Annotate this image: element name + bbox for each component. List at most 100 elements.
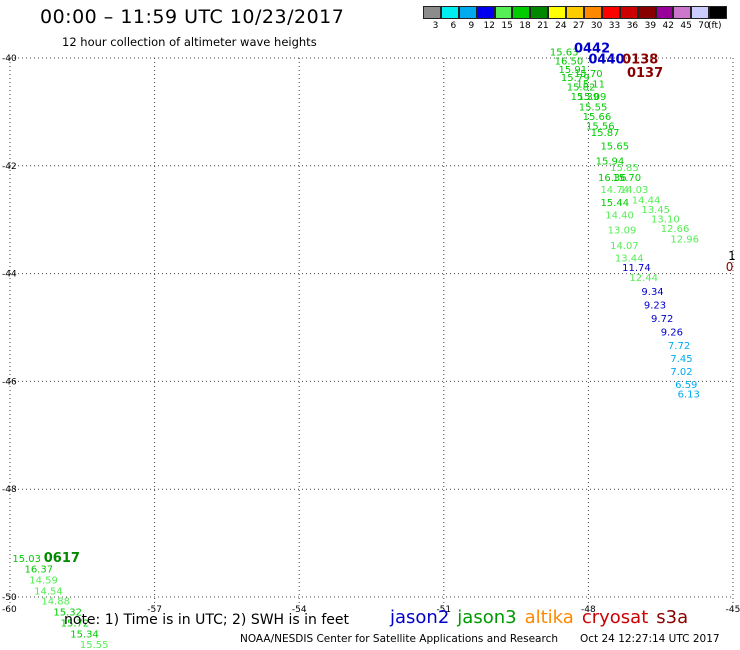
wave-height-value: 14.03 (620, 185, 649, 196)
wave-height-value: 15.39 (571, 92, 600, 103)
color-scale-tick: 9 (468, 21, 475, 31)
color-swatch-45 (673, 6, 692, 19)
lat-tick-label: -40 (2, 54, 17, 64)
clipped-label: 1 (728, 249, 736, 263)
color-scale-tick: 45 (680, 21, 692, 31)
wave-height-value: 15.55 (80, 640, 109, 650)
wave-height-value: 12.96 (670, 234, 699, 245)
wave-height-value: 16.50 (555, 56, 584, 67)
color-swatch-max (709, 6, 728, 19)
color-scale-tick: 42 (662, 21, 674, 31)
wave-height-value: 15.03 (12, 554, 41, 565)
legend-item-jason3: jason3 (457, 607, 517, 628)
wave-height-value: 16.37 (24, 565, 53, 576)
wave-height-value: 15.44 (600, 198, 629, 209)
color-scale-unit: (ft) (707, 21, 722, 31)
legend-item-jason2: jason2 (390, 607, 450, 628)
color-swatch-18 (512, 6, 531, 19)
color-swatch-24 (548, 6, 567, 19)
lon-tick-label: -60 (2, 605, 17, 615)
wave-height-value: 15.32 (53, 607, 82, 618)
color-scale-tick: 27 (572, 21, 585, 31)
wave-height-value: 15.82 (567, 82, 596, 93)
wave-height-value: 13.10 (651, 214, 680, 225)
wave-height-value: 6.59 (675, 380, 697, 391)
color-scale-tick: 30 (590, 21, 603, 31)
clipped-label: 0 (726, 260, 734, 274)
color-scale-tick: 36 (626, 21, 639, 31)
lat-tick-label: -42 (2, 162, 17, 172)
color-scale-bar (423, 6, 728, 19)
color-scale-tick: 33 (608, 21, 621, 31)
lat-tick-label: -44 (2, 270, 17, 280)
wave-height-value: 9.72 (651, 314, 673, 325)
color-swatch-21 (530, 6, 549, 19)
units-note: note: 1) Time is in UTC; 2) SWH is in fe… (64, 612, 350, 628)
color-scale-tick: 6 (450, 21, 457, 31)
color-scale-tick: 15 (501, 21, 513, 31)
color-scale-tick: 24 (555, 21, 567, 31)
pass-time-label: 0440 (588, 52, 624, 67)
wave-height-value: 15.91 (559, 65, 588, 76)
wave-height-value: 15.55 (579, 102, 608, 113)
wave-height-value: 15.34 (70, 629, 99, 640)
pass-time-label: 0137 (627, 66, 663, 81)
generated-timestamp: Oct 24 12:27:14 UTC 2017 (580, 633, 720, 645)
wave-height-value: 11.74 (622, 263, 651, 274)
color-scale-tick: 39 (644, 21, 657, 31)
wave-height-value: 9.34 (641, 287, 663, 298)
wave-height-value: 9.23 (644, 301, 666, 312)
wave-height-value: 14.74 (600, 185, 629, 196)
lat-tick-label: -46 (2, 377, 17, 387)
pass-time-label: 0442 (574, 42, 610, 57)
color-swatch-12 (476, 6, 495, 19)
wave-height-value: 15.56 (586, 122, 615, 133)
wave-height-value: 12.66 (661, 224, 690, 235)
legend-item-cryosat: cryosat (581, 607, 649, 628)
color-swatch-30 (584, 6, 602, 19)
wave-height-value: 7.72 (668, 341, 690, 352)
color-swatch-3 (423, 6, 441, 19)
color-scale-tick: 3 (432, 21, 439, 31)
lat-tick-label: -50 (2, 593, 17, 603)
lon-tick-label: -54 (292, 605, 307, 615)
color-swatch-6 (440, 6, 459, 19)
color-scale-tick: 18 (519, 21, 531, 31)
lon-tick-label: -48 (581, 605, 596, 615)
wave-height-value: 15.11 (576, 80, 605, 91)
page-title: 00:00 – 11:59 UTC 10/23/2017 (40, 6, 345, 28)
wave-height-value: 14.07 (610, 241, 639, 252)
color-swatch-36 (619, 6, 638, 19)
wave-height-value: 15.72 (61, 619, 90, 630)
wave-height-value: 15.70 (613, 173, 642, 184)
legend-item-altika: altika (524, 607, 574, 628)
wave-height-value: 14.59 (29, 576, 58, 587)
wave-height-value: 15.94 (596, 157, 625, 168)
lon-tick-label: -45 (726, 605, 740, 615)
wave-height-value: 15.63 (550, 47, 579, 58)
color-swatch-70 (691, 6, 710, 19)
wave-height-value: 15.65 (600, 142, 629, 153)
lon-tick-label: -57 (147, 605, 162, 615)
pass-time-label: 0617 (44, 551, 80, 566)
color-scale-labels: 3 6 9 12 15 18 21 24 27 30 33 36 39 42 45 70 (ft) (423, 21, 740, 33)
wave-height-value: 14.40 (605, 211, 634, 222)
color-scale-tick: 70 (698, 21, 710, 31)
color-swatch-27 (566, 6, 585, 19)
color-swatch-15 (494, 6, 513, 19)
color-swatch-33 (601, 6, 620, 19)
color-swatch-9 (458, 6, 477, 19)
wave-height-value: 15.09 (578, 92, 607, 103)
satellite-legend: jason2 jason3 altika cryosat s3a (390, 607, 696, 628)
wave-height-value: 12.44 (629, 273, 658, 284)
wave-height-value: 14.54 (34, 586, 63, 597)
wave-height-value: 15.79 (561, 73, 590, 84)
color-scale-tick: 21 (537, 21, 549, 31)
color-scale-tick: 12 (483, 21, 495, 31)
wave-height-value: 7.45 (670, 354, 692, 365)
wave-height-value: 15.85 (610, 163, 639, 174)
wave-height-value: 13.09 (608, 226, 637, 237)
wave-height-value: 9.26 (661, 328, 683, 339)
